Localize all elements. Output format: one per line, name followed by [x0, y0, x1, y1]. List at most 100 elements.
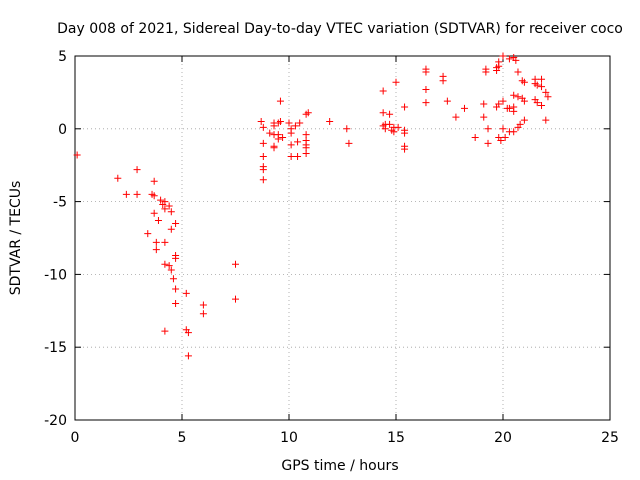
- data-point: [304, 109, 312, 117]
- y-tick-label: -20: [44, 413, 67, 429]
- data-point: [533, 81, 541, 89]
- data-point: [152, 238, 160, 246]
- y-tick-label: -10: [44, 267, 67, 283]
- data-point: [386, 110, 394, 118]
- data-point: [520, 116, 528, 124]
- data-point: [520, 78, 528, 86]
- data-point: [460, 104, 468, 112]
- data-point: [510, 128, 518, 136]
- y-tick-label: 5: [58, 49, 67, 65]
- data-point: [422, 68, 430, 76]
- data-point: [343, 125, 351, 133]
- data-point: [520, 97, 528, 105]
- data-point: [279, 134, 287, 142]
- data-point: [294, 152, 302, 160]
- data-point: [167, 225, 175, 233]
- data-points: [73, 52, 552, 360]
- data-point: [390, 128, 398, 136]
- data-point: [495, 100, 503, 108]
- chart-title: Day 008 of 2021, Sidereal Day-to-day VTE…: [57, 21, 623, 37]
- data-point: [544, 93, 552, 101]
- data-point: [167, 208, 175, 216]
- data-point: [144, 230, 152, 238]
- data-point: [232, 295, 239, 303]
- data-point: [161, 327, 169, 335]
- data-point: [512, 56, 520, 64]
- y-tick-labels: -20 -15 -10 -5 0 5: [44, 49, 67, 429]
- data-point: [493, 67, 501, 75]
- data-point: [443, 97, 451, 105]
- data-point: [439, 77, 447, 85]
- data-point: [172, 285, 180, 293]
- y-tick-label: -15: [44, 340, 67, 356]
- data-point: [161, 205, 169, 213]
- data-point: [480, 100, 488, 108]
- data-point: [379, 87, 387, 95]
- data-point: [499, 97, 507, 105]
- data-point: [150, 192, 158, 200]
- data-point: [199, 301, 207, 309]
- data-point: [259, 139, 267, 147]
- x-axis-label: GPS time / hours: [281, 458, 398, 474]
- data-point: [266, 129, 274, 137]
- data-point: [259, 123, 267, 131]
- data-point: [169, 275, 177, 283]
- data-point: [150, 209, 158, 217]
- x-tick-label: 15: [387, 430, 405, 446]
- data-point: [345, 139, 353, 147]
- data-point: [294, 138, 302, 146]
- data-point: [150, 177, 158, 185]
- data-point: [287, 141, 295, 149]
- x-tick-label: 5: [178, 430, 187, 446]
- data-point: [172, 254, 180, 262]
- data-point: [401, 129, 409, 137]
- data-point: [184, 352, 192, 360]
- data-point: [422, 85, 430, 93]
- y-tick-label: -5: [53, 195, 67, 211]
- data-point: [326, 118, 334, 126]
- data-point: [392, 78, 400, 86]
- data-point: [285, 119, 293, 127]
- data-point: [259, 152, 267, 160]
- x-tick-labels: 0 5 10 15 20 25: [71, 430, 619, 446]
- data-point: [114, 174, 122, 182]
- data-point: [538, 75, 546, 83]
- data-point: [287, 129, 295, 137]
- data-point: [484, 125, 492, 133]
- plot-frame: [74, 55, 611, 421]
- data-point: [257, 118, 265, 126]
- grid-lines: [75, 56, 610, 420]
- data-point: [259, 176, 267, 184]
- data-point: [161, 238, 169, 246]
- data-point: [232, 260, 239, 268]
- data-point: [542, 88, 550, 96]
- data-point: [133, 190, 141, 198]
- y-axis-label: SDTVAR / TECUs: [8, 181, 24, 296]
- data-point: [514, 93, 522, 101]
- data-point: [482, 68, 490, 76]
- data-point: [401, 103, 409, 111]
- data-point: [184, 329, 192, 337]
- data-point: [154, 217, 162, 225]
- data-point: [386, 120, 394, 128]
- data-point: [497, 136, 505, 144]
- data-point: [276, 118, 284, 126]
- data-point: [172, 300, 180, 308]
- data-point: [122, 190, 130, 198]
- x-tick-label: 20: [494, 430, 512, 446]
- data-point: [510, 91, 518, 99]
- data-point: [538, 102, 546, 110]
- data-point: [505, 104, 513, 112]
- x-tick-label: 0: [71, 430, 80, 446]
- data-point: [157, 196, 165, 204]
- data-point: [480, 113, 488, 121]
- x-tick-label: 25: [601, 430, 619, 446]
- data-point: [274, 135, 282, 143]
- data-point: [484, 139, 492, 147]
- data-point: [501, 134, 509, 142]
- data-point: [510, 107, 518, 115]
- data-point: [165, 262, 173, 270]
- data-point: [287, 152, 295, 160]
- data-point: [133, 166, 141, 174]
